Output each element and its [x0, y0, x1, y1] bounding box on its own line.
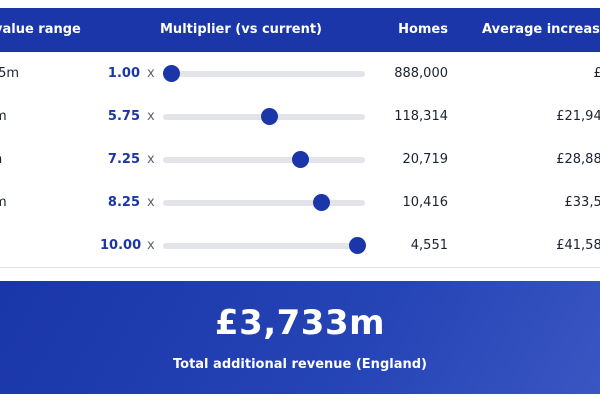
header-multiplier: Multiplier (vs current): [160, 22, 322, 37]
homes-cell: 20,719: [402, 152, 449, 167]
slider-thumb[interactable]: [312, 194, 330, 211]
average-increase-cell: £28,880: [556, 152, 600, 167]
table-row: m 5.75 x 118,314 £21,949: [0, 95, 600, 139]
table-row: 10.00 x 4,551 £41,587: [0, 224, 600, 268]
value-range-cell: .5m: [0, 66, 20, 81]
multiplier-slider[interactable]: [163, 181, 365, 224]
multiplier-x-label: x: [147, 238, 155, 253]
slider-thumb[interactable]: [261, 108, 279, 125]
homes-cell: 10,416: [402, 195, 449, 210]
multiplier-value: 5.75: [107, 109, 140, 124]
multiplier-x-label: x: [147, 195, 155, 210]
slider-track[interactable]: [163, 71, 365, 77]
header-average-increase: Average increase: [482, 22, 600, 37]
total-revenue-label: Total additional revenue (England): [173, 357, 427, 372]
average-increase-cell: £41,587: [556, 238, 600, 253]
homes-cell: 888,000: [394, 66, 448, 81]
value-range-cell: n: [0, 138, 2, 181]
multiplier-x-label: x: [147, 109, 155, 124]
table-row: m 8.25 x 10,416 £33,50: [0, 181, 600, 225]
table-header: value range Multiplier (vs current) Home…: [0, 8, 600, 52]
slider-track[interactable]: [163, 200, 365, 206]
slider-thumb[interactable]: [349, 237, 366, 254]
table-row: n 7.25 x 20,719 £28,880: [0, 138, 600, 182]
value-range-cell: m: [0, 195, 7, 210]
header-homes: Homes: [398, 22, 448, 37]
header-value-range: value range: [0, 22, 81, 37]
slider-thumb[interactable]: [163, 65, 180, 82]
multiplier-value: 8.25: [107, 195, 140, 210]
multiplier-slider[interactable]: [163, 224, 366, 267]
multiplier-x-label: x: [147, 152, 155, 167]
multiplier-x-label: x: [147, 66, 155, 81]
summary-panel: £3,733m Total additional revenue (Englan…: [0, 281, 600, 394]
multiplier-slider[interactable]: [163, 52, 365, 95]
slider-track[interactable]: [163, 157, 365, 163]
total-revenue: £3,733m: [214, 303, 386, 343]
multiplier-value: 10.00: [100, 238, 142, 253]
multiplier-value: 1.00: [107, 66, 140, 81]
value-range-cell: m: [0, 109, 7, 124]
multiplier-slider[interactable]: [163, 95, 365, 138]
average-increase-cell: £33,50: [564, 195, 600, 210]
multiplier-value: 7.25: [107, 152, 140, 167]
average-increase-cell: £0: [593, 66, 600, 81]
slider-thumb[interactable]: [292, 151, 310, 168]
homes-cell: 118,314: [394, 109, 448, 124]
average-increase-cell: £21,949: [556, 109, 600, 124]
homes-cell: 4,551: [410, 238, 448, 253]
slider-track[interactable]: [163, 243, 365, 249]
multiplier-slider[interactable]: [163, 138, 365, 181]
table-row: .5m 1.00 x 888,000 £0: [0, 52, 600, 96]
